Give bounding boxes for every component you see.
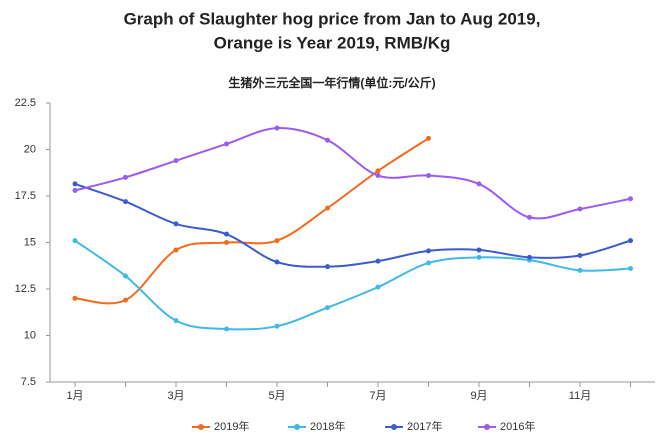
data-point <box>577 253 583 259</box>
data-point <box>426 260 431 266</box>
data-point <box>224 231 229 237</box>
data-point <box>224 240 229 245</box>
data-point <box>325 264 330 270</box>
data-point <box>325 305 330 311</box>
data-point <box>476 247 482 253</box>
y-tick-label: 15 <box>24 236 36 248</box>
data-point <box>476 254 482 260</box>
data-point <box>224 141 229 147</box>
data-point <box>72 238 78 244</box>
data-point <box>577 267 583 273</box>
data-point <box>375 284 381 290</box>
data-point <box>628 266 633 272</box>
legend-dot <box>484 424 490 430</box>
data-point <box>173 318 179 324</box>
legend-label: 2018年 <box>310 419 345 433</box>
legend-label: 2017年 <box>407 419 442 433</box>
data-point <box>628 238 633 244</box>
data-point <box>123 297 128 303</box>
series-line <box>74 127 631 220</box>
data-point <box>325 205 330 211</box>
data-point <box>123 174 128 180</box>
data-point <box>173 247 179 253</box>
x-tick-label: 3月 <box>167 390 184 402</box>
data-point <box>325 137 330 143</box>
data-point <box>274 259 280 265</box>
chart-subtitle: 生猪外三元全国一年行情(单位:元/公斤) <box>228 75 435 90</box>
x-tick-label: 7月 <box>369 390 386 402</box>
data-point <box>527 254 532 260</box>
legend-dot <box>391 424 397 430</box>
data-point <box>173 221 179 227</box>
chart-title-line2: Orange is Year 2019, RMB/Kg <box>214 33 451 52</box>
series-line <box>74 137 430 305</box>
data-point <box>72 187 78 193</box>
data-point <box>426 173 431 179</box>
data-point <box>476 181 482 187</box>
data-point <box>72 295 78 301</box>
data-point <box>577 206 583 212</box>
data-point <box>274 125 280 131</box>
y-tick-label: 20 <box>24 143 36 155</box>
chart-title: Graph of Slaughter hog price from Jan to… <box>124 9 541 28</box>
x-tick-label: 11月 <box>569 390 591 402</box>
legend-label: 2016年 <box>500 419 535 433</box>
x-tick-label: 5月 <box>268 390 285 402</box>
y-tick-label: 17.5 <box>15 190 36 202</box>
legend-dot <box>294 424 300 430</box>
y-tick-label: 7.5 <box>21 376 36 388</box>
x-tick-label: 9月 <box>470 390 487 402</box>
y-tick-label: 12.5 <box>15 283 36 295</box>
x-tick-label: 1月 <box>66 390 83 402</box>
legend-dot <box>198 424 204 430</box>
data-point <box>375 168 381 174</box>
data-point <box>375 173 381 179</box>
y-tick-label: 10 <box>24 329 36 341</box>
data-point <box>72 181 78 187</box>
data-point <box>173 158 179 164</box>
data-point <box>426 248 431 254</box>
legend-label: 2019年 <box>214 419 249 433</box>
data-point <box>527 214 532 220</box>
data-point <box>274 238 280 244</box>
y-tick-label: 22.5 <box>15 97 36 109</box>
data-point <box>274 323 280 329</box>
data-point <box>375 258 381 264</box>
series-line <box>74 182 631 268</box>
data-point <box>123 199 128 205</box>
series-line <box>74 239 631 331</box>
data-point <box>628 196 633 202</box>
data-point <box>426 135 431 141</box>
data-point <box>224 326 229 332</box>
data-point <box>123 273 128 279</box>
